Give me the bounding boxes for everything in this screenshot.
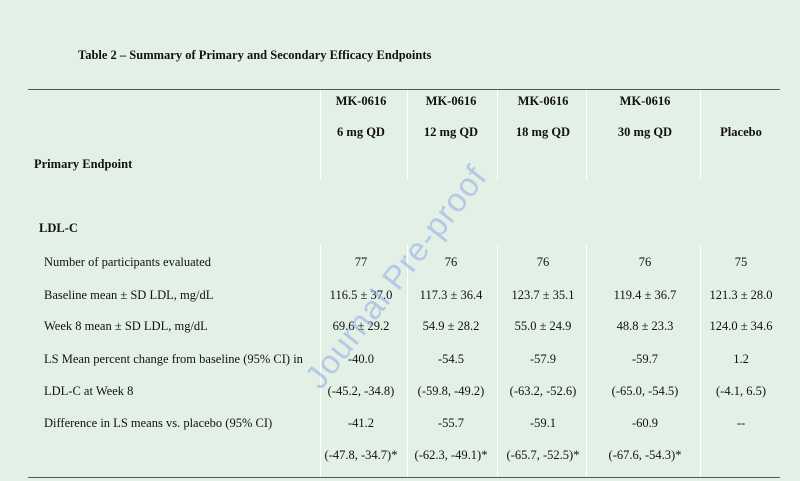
column-divider	[497, 245, 498, 477]
subsection-heading-ldl: LDL-C	[39, 221, 78, 235]
column-header-line1: MK-0616	[517, 94, 569, 108]
table-cell: (-47.8, -34.7)*	[324, 448, 398, 462]
row-label: Baseline mean ± SD LDL, mg/dL	[44, 288, 214, 302]
table-cell: -40.0	[347, 352, 375, 366]
table-cell: -59.7	[631, 352, 659, 366]
table-cell: -57.9	[529, 352, 557, 366]
table-cell: (-65.0, -54.5)	[611, 384, 679, 398]
table-bottom-rule	[28, 477, 780, 478]
table-cell: 76	[638, 255, 652, 269]
row-label: LDL-C at Week 8	[44, 384, 134, 398]
table-cell: (-62.3, -49.1)*	[414, 448, 488, 462]
column-divider	[320, 245, 321, 477]
table-cell: 77	[354, 255, 368, 269]
row-label: Number of participants evaluated	[44, 255, 211, 269]
table-caption: Table 2 – Summary of Primary and Seconda…	[78, 48, 432, 62]
column-header-line2: 6 mg QD	[337, 125, 385, 139]
table-cell: 123.7 ± 35.1	[511, 288, 575, 302]
column-divider	[407, 90, 408, 180]
column-divider	[497, 90, 498, 180]
table-cell: -60.9	[631, 416, 659, 430]
table-cell: -59.1	[529, 416, 557, 430]
table-cell: 76	[444, 255, 458, 269]
table-cell: (-45.2, -34.8)	[327, 384, 395, 398]
table-cell: (-59.8, -49.2)	[417, 384, 485, 398]
table-cell: 121.3 ± 28.0	[709, 288, 773, 302]
table-cell: 75	[734, 255, 748, 269]
table-cell: 116.5 ± 37.0	[329, 288, 393, 302]
column-divider	[586, 90, 587, 180]
table-cell: 55.0 ± 24.9	[514, 319, 572, 333]
table-cell: (-65.7, -52.5)*	[506, 448, 580, 462]
table-cell: 1.2	[733, 352, 749, 366]
table-cell: 119.4 ± 36.7	[613, 288, 677, 302]
row-label: Difference in LS means vs. placebo (95% …	[44, 416, 273, 430]
row-label: LS Mean percent change from baseline (95…	[44, 352, 303, 366]
table-cell: (-67.6, -54.3)*	[608, 448, 682, 462]
table-cell: -41.2	[347, 416, 375, 430]
table-cell: 54.9 ± 28.2	[422, 319, 480, 333]
column-header-line1: MK-0616	[619, 94, 671, 108]
column-divider	[586, 245, 587, 477]
journal-watermark: Journal Pre-proof	[297, 158, 494, 396]
table-cell: -54.5	[437, 352, 465, 366]
table-cell: 48.8 ± 23.3	[616, 319, 674, 333]
column-header-line1: MK-0616	[425, 94, 477, 108]
column-header-line2: 18 mg QD	[515, 125, 571, 139]
table-cell: --	[736, 416, 746, 430]
table-cell: 124.0 ± 34.6	[709, 319, 773, 333]
column-divider	[700, 245, 701, 477]
table-top-rule	[28, 89, 780, 90]
column-header-line1: MK-0616	[335, 94, 387, 108]
column-divider	[407, 245, 408, 477]
table-cell: 117.3 ± 36.4	[419, 288, 483, 302]
column-header-line2: 12 mg QD	[423, 125, 479, 139]
table-cell: 76	[536, 255, 550, 269]
column-divider	[320, 90, 321, 180]
table-cell: (-63.2, -52.6)	[509, 384, 577, 398]
table-cell: -55.7	[437, 416, 465, 430]
column-header-line2: 30 mg QD	[617, 125, 673, 139]
section-heading-primary: Primary Endpoint	[34, 157, 133, 171]
column-header-line2: Placebo	[720, 125, 762, 139]
column-divider	[700, 90, 701, 180]
table-cell: (-4.1, 6.5)	[716, 384, 766, 398]
table-cell: 69.6 ± 29.2	[332, 319, 390, 333]
row-label: Week 8 mean ± SD LDL, mg/dL	[44, 319, 208, 333]
